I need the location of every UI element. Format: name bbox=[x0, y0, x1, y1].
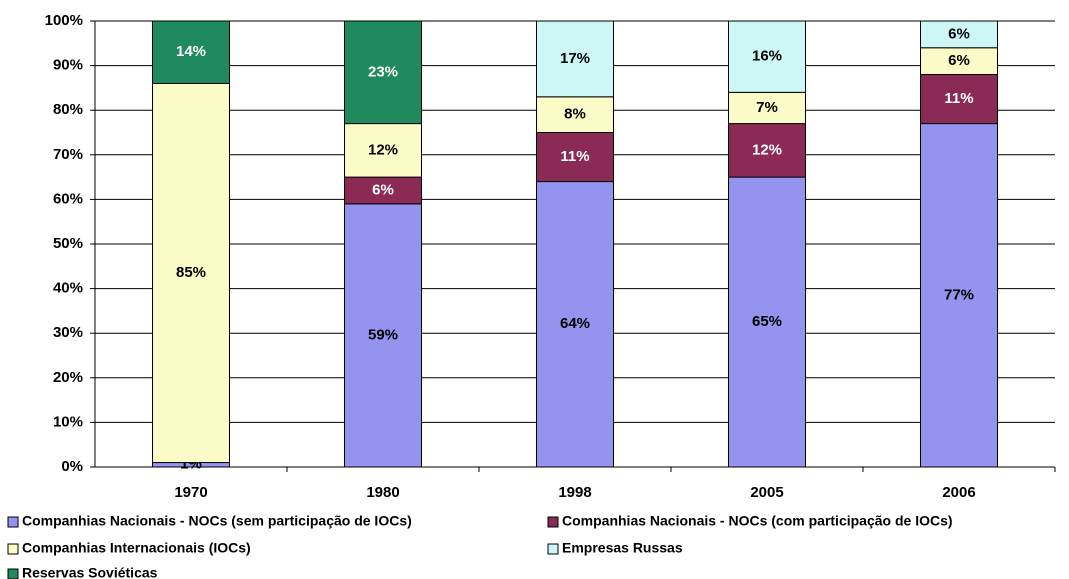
value-label: 7% bbox=[756, 99, 778, 116]
value-label: 12% bbox=[368, 141, 398, 158]
y-tick-label: 50% bbox=[53, 235, 83, 252]
value-label: 6% bbox=[372, 181, 394, 198]
y-tick-label: 0% bbox=[61, 458, 83, 475]
legend-swatch bbox=[7, 516, 19, 528]
bar-segment bbox=[728, 176, 806, 468]
bar-segment bbox=[152, 82, 230, 464]
bar-segment bbox=[728, 20, 806, 93]
bar-segment bbox=[920, 20, 998, 49]
bar-segment bbox=[344, 203, 422, 468]
bar-segment bbox=[536, 96, 614, 133]
x-tick-label: 2006 bbox=[942, 484, 975, 501]
legend-label: Companhias Nacionais - NOCs (com partici… bbox=[562, 513, 953, 529]
y-tick-label: 30% bbox=[53, 324, 83, 341]
value-label: 16% bbox=[752, 48, 782, 65]
x-tick-label: 1998 bbox=[558, 484, 591, 501]
legend-swatch bbox=[7, 568, 19, 579]
value-label: 17% bbox=[560, 50, 590, 67]
value-label: 6% bbox=[948, 52, 970, 69]
value-label: 77% bbox=[944, 286, 974, 303]
legend-swatch bbox=[547, 516, 559, 528]
x-tick-label: 2005 bbox=[750, 484, 783, 501]
bar-segment bbox=[152, 20, 230, 84]
value-label: 23% bbox=[368, 63, 398, 80]
x-tick-label: 1980 bbox=[366, 484, 399, 501]
x-tick-label: 1970 bbox=[174, 484, 207, 501]
legend-label: Companhias Nacionais - NOCs (sem partici… bbox=[22, 513, 412, 529]
y-tick-label: 10% bbox=[53, 413, 83, 430]
value-label: 65% bbox=[752, 313, 782, 330]
bar-segment bbox=[728, 91, 806, 125]
value-label: 59% bbox=[368, 326, 398, 343]
bar-segment bbox=[728, 123, 806, 178]
legend-label: Reservas Soviéticas bbox=[22, 565, 158, 579]
bar-segment bbox=[920, 74, 998, 125]
legend-label: Empresas Russas bbox=[562, 540, 683, 556]
y-tick-label: 60% bbox=[53, 190, 83, 207]
value-label: 11% bbox=[560, 148, 589, 165]
value-label: 8% bbox=[564, 106, 586, 123]
bar-segment bbox=[344, 20, 422, 125]
y-tick-label: 20% bbox=[53, 369, 83, 386]
legend-label: Companhias Internacionais (IOCs) bbox=[22, 540, 251, 556]
value-label: 64% bbox=[560, 315, 590, 332]
legend-swatch bbox=[547, 543, 559, 555]
value-label: 11% bbox=[944, 90, 973, 107]
legend-swatch bbox=[7, 543, 19, 555]
bar-segment bbox=[536, 20, 614, 98]
y-tick-label: 70% bbox=[53, 146, 83, 163]
value-label: 85% bbox=[176, 264, 206, 281]
value-label: 14% bbox=[176, 43, 206, 60]
value-label: 12% bbox=[752, 141, 782, 158]
value-label: 6% bbox=[948, 25, 970, 42]
y-tick-label: 80% bbox=[53, 101, 83, 118]
y-tick-label: 90% bbox=[53, 57, 83, 74]
bar-segment bbox=[344, 123, 422, 178]
y-tick-label: 100% bbox=[45, 12, 83, 29]
bar-segment bbox=[536, 181, 614, 468]
y-tick-label: 40% bbox=[53, 280, 83, 297]
bar-segment bbox=[536, 132, 614, 183]
bar-segment bbox=[920, 123, 998, 468]
